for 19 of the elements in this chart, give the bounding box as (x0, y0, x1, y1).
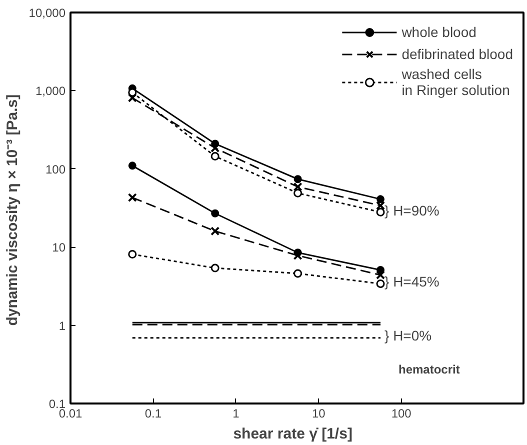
annotation: } H=90% (384, 202, 440, 218)
x-tick-label: 0.1 (144, 406, 162, 420)
x-tick-label: 0.01 (58, 406, 83, 420)
x-axis-title: shear rate γ̇ [1/s] (233, 426, 352, 442)
legend-label: whole blood (402, 24, 476, 40)
y-axis-title: dynamic viscosity η × 10⁻³ [Pa.s] (4, 94, 21, 326)
x-tick-label: 100 (391, 406, 412, 420)
annotation: hematocrit (398, 362, 460, 376)
y-tick-label: 1,000 (35, 84, 66, 98)
y-tick-label: 100 (45, 162, 66, 176)
annotation: } H=45% (384, 274, 440, 290)
annotation: } H=0% (384, 328, 432, 344)
y-tick-label: 1 (58, 318, 66, 333)
legend-label: defibrinated blood (402, 46, 513, 62)
x-tick-label: 10 (312, 406, 326, 420)
y-tick-label: 10,000 (28, 6, 66, 20)
legend-label: washed cells in Ringer solution (402, 66, 510, 98)
y-tick-label: 10 (52, 240, 66, 255)
x-tick-label: 1 (232, 406, 240, 420)
